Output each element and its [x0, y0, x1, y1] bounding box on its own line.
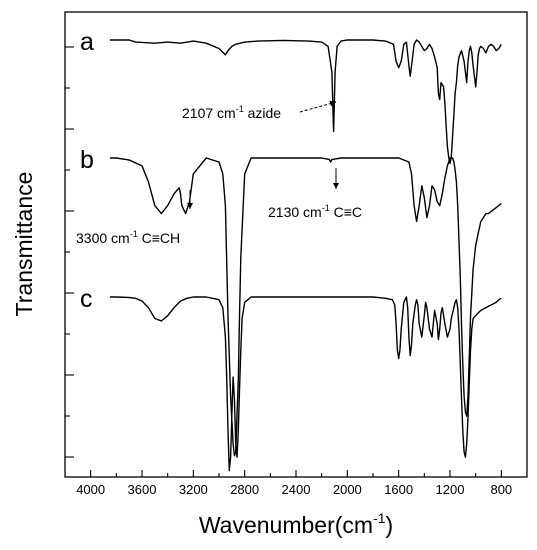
- x-tick-label: 2400: [282, 482, 311, 497]
- x-ticks: 4000 3600 3200 2800 2400 2000 1600 1200 800: [76, 470, 512, 497]
- x-tick-label: 2000: [333, 482, 362, 497]
- series-label-b: b: [80, 146, 94, 174]
- series-labels: a b c: [80, 28, 94, 313]
- x-tick-label: 1600: [384, 482, 413, 497]
- x-tick-label: 1200: [436, 482, 465, 497]
- annotations: 2107 cm-1 azide 3300 cm-1 C≡CH 2130 cm-1 C…: [76, 100, 362, 246]
- x-axis-title: Wavenumber(cm-1): [199, 510, 393, 538]
- plot-frame: [64, 11, 528, 478]
- series-label-a: a: [80, 28, 94, 56]
- x-axis-title-sup: -1: [373, 510, 386, 526]
- x-tick-label: 800: [490, 482, 512, 497]
- x-tick-label: 3200: [179, 482, 208, 497]
- spectrum-line-a: [109, 39, 502, 165]
- annotation-label: 3300 cm-1 C≡CH: [76, 229, 180, 246]
- annotation-arrow: [299, 100, 337, 113]
- spectrum-line-b: [109, 157, 502, 457]
- x-tick-label: 2800: [230, 482, 259, 497]
- annotation-label: 2130 cm-1 C≡C: [268, 203, 362, 220]
- spectrum-line-c: [109, 296, 502, 472]
- series-label-c: c: [80, 285, 93, 313]
- annotation-label: 2107 cm-1 azide: [182, 104, 281, 121]
- y-ticks: [65, 46, 74, 458]
- x-tick-label: 3600: [128, 482, 157, 497]
- x-tick-label: 4000: [76, 482, 105, 497]
- spectra: [109, 39, 502, 472]
- x-axis-title-close: ): [386, 512, 394, 538]
- y-axis-title: Transmittance: [11, 172, 37, 317]
